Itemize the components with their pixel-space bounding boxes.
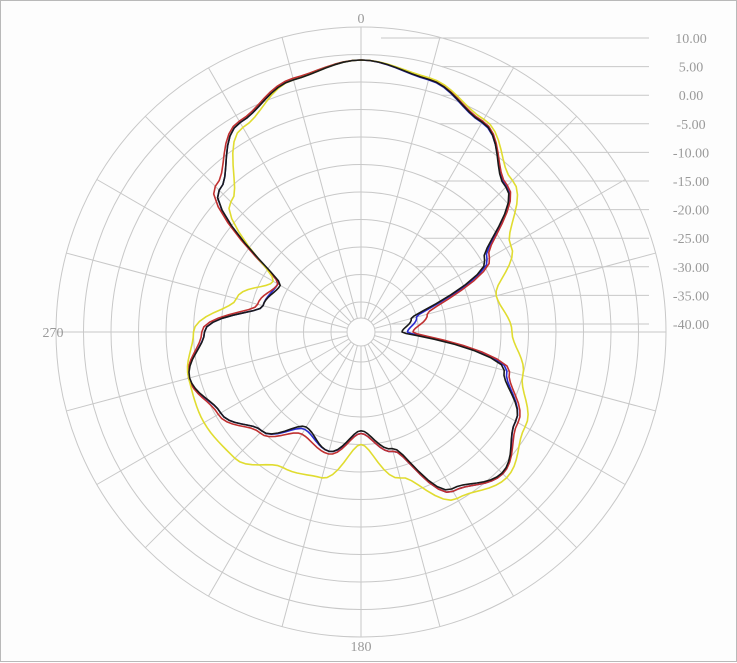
series-line-3 <box>188 59 519 491</box>
grid-spoke <box>66 335 348 412</box>
grid-spoke <box>374 252 656 329</box>
angle-label: 270 <box>43 326 64 341</box>
series-line-1 <box>187 59 521 493</box>
radial-tick-label: -25.00 <box>673 232 709 247</box>
series-line-2 <box>186 59 529 501</box>
angle-label: 0 <box>358 12 365 27</box>
grid-spoke <box>208 343 355 597</box>
radial-tick-label: -15.00 <box>673 175 709 190</box>
grid-spoke <box>372 179 626 326</box>
radial-tick-labels: 10.00 5.00 0.00 -5.00 -10.00 -15.00 -20.00 -25.… <box>381 32 709 333</box>
grid-spoke <box>364 37 441 319</box>
grid-ring-inner <box>346 317 376 347</box>
grid-spoke <box>66 252 348 329</box>
grid-spoke <box>364 345 441 627</box>
grid-spoke <box>372 338 626 485</box>
grid-spoke <box>370 115 578 323</box>
grid-spoke <box>208 67 355 321</box>
pattern-series <box>186 59 529 501</box>
grid-spoke <box>96 179 350 326</box>
grid-spoke <box>144 341 352 549</box>
radial-tick-label: -35.00 <box>673 289 709 304</box>
radial-tick-label: 5.00 <box>679 61 704 76</box>
radial-tick-label: -40.00 <box>673 318 709 333</box>
radial-tick-label: -10.00 <box>673 146 709 161</box>
radial-tick-label: -20.00 <box>673 204 709 219</box>
grid-spoke <box>370 341 578 549</box>
radial-tick-label: 0.00 <box>679 89 704 104</box>
angle-label: 180 <box>351 640 372 655</box>
angle-tick-labels: 0 270 180 <box>43 12 372 655</box>
grid-spoke <box>281 345 358 627</box>
grid-spoke <box>374 335 656 412</box>
grid-spoke <box>96 338 350 485</box>
radial-tick-label: -5.00 <box>676 118 705 133</box>
angular-spokes <box>56 27 666 637</box>
grid-spoke <box>367 343 514 597</box>
radial-tick-label: 10.00 <box>675 32 707 47</box>
grid-spoke <box>367 67 514 321</box>
radial-tick-label: -30.00 <box>673 261 709 276</box>
grid-spoke <box>281 37 358 319</box>
grid-spoke <box>144 115 352 323</box>
